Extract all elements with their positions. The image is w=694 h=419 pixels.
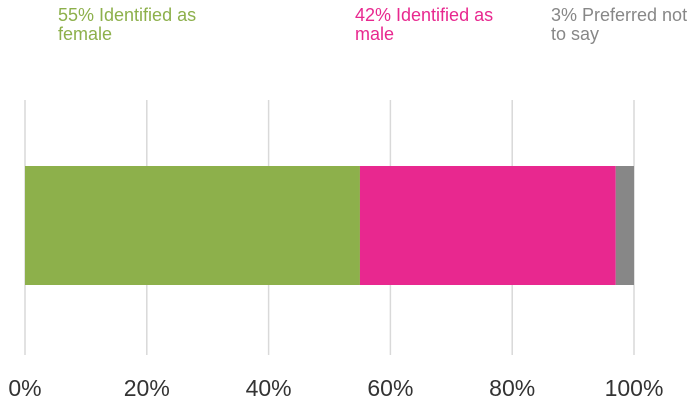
legend-label: 3% Preferred not to say — [551, 5, 688, 44]
legend-label: 42% Identified as male — [355, 5, 494, 44]
x-tick-label: 40% — [246, 375, 292, 401]
x-tick-label: 100% — [605, 375, 664, 401]
bar-segment — [25, 166, 360, 285]
legend-label: 55% Identified as female — [58, 5, 197, 44]
x-tick-label: 0% — [8, 375, 41, 401]
bar-segment — [615, 166, 634, 285]
x-tick-label: 80% — [489, 375, 535, 401]
x-tick-label: 60% — [367, 375, 413, 401]
x-tick-label: 20% — [124, 375, 170, 401]
bar-segment — [359, 166, 616, 285]
